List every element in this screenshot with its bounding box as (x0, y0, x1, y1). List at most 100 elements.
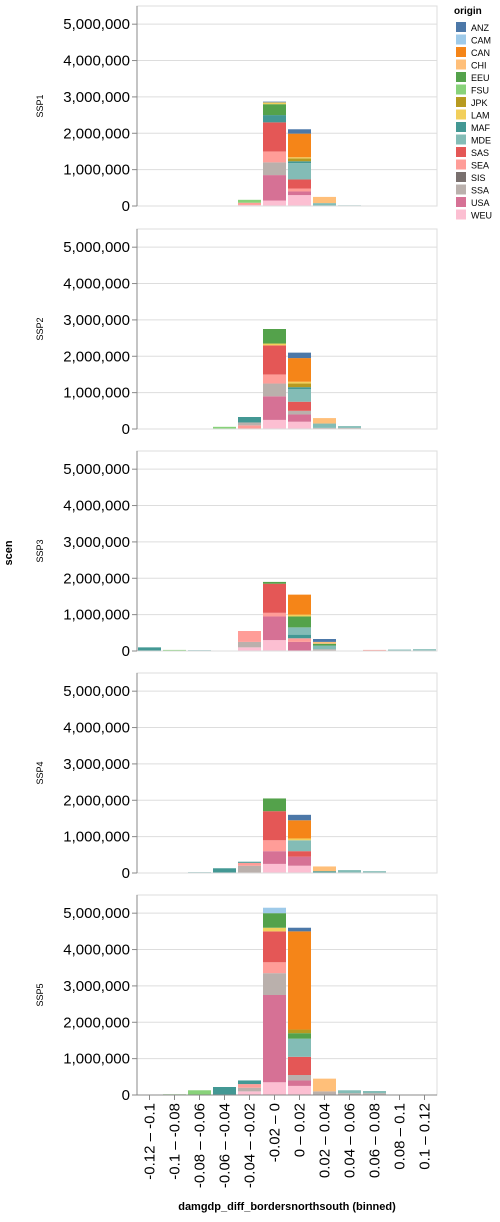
bar-segment-sea (263, 840, 286, 852)
bar-segment-maf (288, 387, 311, 389)
bar-segment-anz (288, 814, 311, 821)
legend-swatch-ssa (456, 184, 466, 195)
y-tick-label: 2,000,000 (63, 348, 130, 365)
facet-row-label: SSP2 (35, 317, 45, 340)
legend: origin ANZ CAM CAN CHI EEU FSU JPK LAM MAF MDE SAS S… (454, 6, 492, 221)
facet-row-label: SSP5 (35, 983, 45, 1006)
bar-segment-fsu (188, 1090, 211, 1095)
bar-segment-sea (238, 862, 261, 866)
y-tick-label: 3,000,000 (63, 978, 130, 995)
y-tick-label: 0 (122, 643, 130, 660)
bar-segment-weu (263, 863, 286, 873)
x-tick-label: -0.06 – -0.04 (217, 1103, 234, 1188)
bar-segment-lam (288, 838, 311, 841)
x-tick-label: 0.08 – 0.1 (392, 1103, 409, 1170)
bar-segment-sea (363, 649, 386, 651)
y-tick-label: 4,000,000 (63, 498, 130, 515)
bar-segment-sea (263, 612, 286, 617)
bar-segment-sas (263, 583, 286, 613)
y-tick-label: 2,000,000 (63, 570, 130, 587)
bar-segment-eeu (263, 104, 286, 116)
y-tick-label: 5,000,000 (63, 461, 130, 478)
bar-segment-ssa (288, 410, 311, 415)
bar-segment-weu (238, 1091, 261, 1095)
y-tick-label: 5,000,000 (63, 683, 130, 700)
bar-segment-eeu (263, 329, 286, 344)
facet-panel-ssp4: 0 1,000,000 2,000,000 3,000,000 4,000,000 5,0… (35, 672, 438, 882)
bar-segment-eeu (313, 643, 336, 646)
bar-segment-sas (288, 401, 311, 411)
y-tick-label: 2,000,000 (63, 125, 130, 142)
legend-swatch-fsu (456, 84, 466, 95)
bar-segment-usa (288, 191, 311, 196)
bar-segment-weu (288, 421, 311, 429)
x-tick-label: -0.08 – -0.06 (192, 1103, 209, 1188)
bar-segment-mde (338, 426, 361, 428)
bar-segment-sea (288, 638, 311, 642)
bar-segment-maf (238, 1080, 261, 1085)
bar-segment-cam (263, 907, 286, 914)
legend-label-cam: CAM (471, 36, 491, 46)
y-tick-label: 5,000,000 (63, 16, 130, 33)
bar-segment-weu (288, 865, 311, 873)
bar-segment-mde (288, 163, 311, 180)
x-tick-label: 0.02 – 0.04 (317, 1103, 334, 1178)
bar-segment-can (288, 358, 311, 382)
x-tick-label: 0.04 – 0.06 (342, 1103, 359, 1178)
bar-segment-maf (238, 861, 261, 863)
bar-segment-mde (288, 627, 311, 635)
bar-segment-sea (238, 631, 261, 642)
bar-segment-anz (288, 352, 311, 359)
legend-swatch-anz (456, 22, 466, 32)
x-tick-label: -0.1 – -0.08 (167, 1103, 184, 1180)
bar-segment-mde (288, 1038, 311, 1057)
bar-segment-anz (313, 639, 336, 642)
legend-label-eeu: EEU (471, 73, 490, 83)
y-tick-label: 4,000,000 (63, 942, 130, 959)
legend-swatch-eeu (456, 72, 466, 82)
legend-swatch-chi (456, 59, 466, 70)
bar-segment-ssa (238, 1087, 261, 1092)
legend-swatch-lam (456, 109, 466, 120)
y-tick-label: 1,000,000 (63, 385, 130, 402)
legend-swatch-weu (456, 209, 466, 220)
bar-segment-chi (313, 196, 336, 204)
y-tick-label: 5,000,000 (63, 239, 130, 256)
bar-segment-sas (263, 345, 286, 375)
bar-segment-sea (238, 1084, 261, 1088)
legend-label-maf: MAF (471, 123, 491, 133)
bar-segment-sea (288, 188, 311, 192)
bar-segment-eeu (288, 616, 311, 628)
y-tick-label: 0 (122, 865, 130, 882)
y-tick-label: 5,000,000 (63, 905, 130, 922)
bar-segment-maf (313, 871, 336, 873)
bar-segment-sea (238, 202, 261, 205)
bar-segment-maf (213, 868, 236, 873)
bar-segment-weu (263, 200, 286, 206)
bar-segment-lam (263, 927, 286, 932)
bar-segment-mde (363, 871, 386, 873)
legend-label-chi: CHI (471, 61, 487, 71)
bar-segment-weu (288, 1085, 311, 1095)
bar-segment-ssa (338, 1093, 361, 1095)
x-tick-label: 0.1 – 0.12 (417, 1103, 434, 1170)
bar-segment-chi (313, 641, 336, 644)
legend-label-sas: SAS (471, 148, 489, 158)
bar-segment-mde (288, 389, 311, 402)
bar-segment-sas (288, 851, 311, 857)
bar-segment-maf (213, 1087, 236, 1095)
bar-segment-ssa (313, 1091, 336, 1095)
y-tick-label: 2,000,000 (63, 1014, 130, 1031)
bar-segment-maf (288, 161, 311, 164)
bar-segment-sas (288, 1056, 311, 1075)
bar-segment-weu (238, 204, 261, 206)
legend-label-mde: MDE (471, 136, 491, 146)
y-tick-label: 0 (122, 421, 130, 438)
bar-segment-maf (288, 634, 311, 639)
facet-panel-ssp2: 0 1,000,000 2,000,000 3,000,000 4,000,000 5,0… (35, 228, 438, 438)
bar-segment-jpk (288, 158, 311, 162)
bar-segment-anz (288, 129, 311, 134)
bar-segment-usa (263, 616, 286, 641)
bar-segment-lam (288, 381, 311, 384)
